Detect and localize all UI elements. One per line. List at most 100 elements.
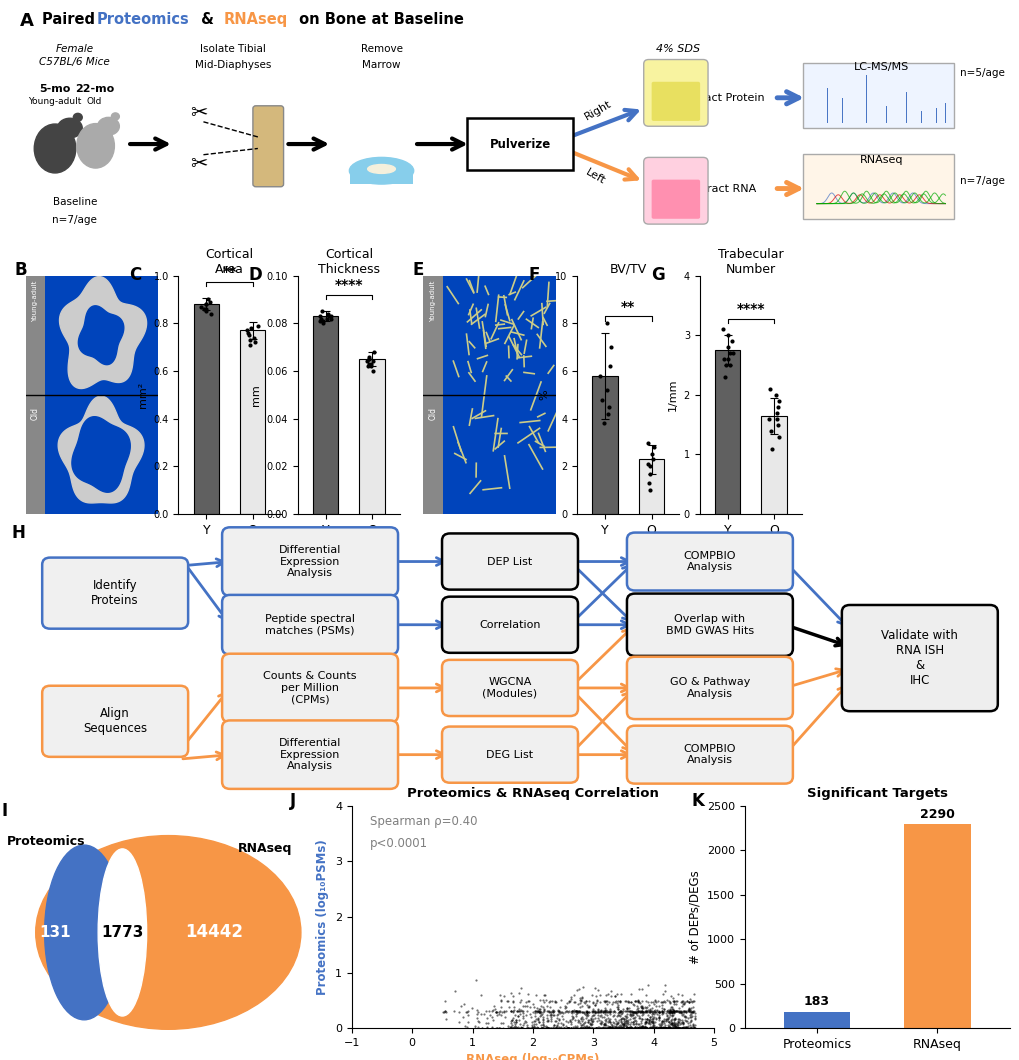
Point: [618, 1012, 634, 1029]
Point: [606, 988, 623, 1005]
Point: [520, 986, 536, 1003]
Point: [641, 1013, 657, 1030]
Point: [621, 1018, 637, 1035]
FancyBboxPatch shape: [802, 154, 954, 218]
Point: [632, 1002, 648, 1019]
Point: [632, 1004, 648, 1021]
Point: [661, 993, 678, 1010]
Point: [611, 1021, 628, 1038]
Point: [632, 997, 648, 1014]
Point: [579, 1011, 595, 1028]
Point: [608, 994, 625, 1011]
Point: [672, 1020, 688, 1037]
Point: [637, 1020, 653, 1037]
Point: [620, 1020, 636, 1037]
Point: [632, 1020, 648, 1037]
Point: [612, 1011, 629, 1028]
Point: [320, 305, 336, 322]
Point: [639, 976, 655, 993]
Point: [682, 1012, 698, 1029]
Point: [667, 1019, 684, 1036]
Point: [643, 1000, 659, 1017]
Point: [538, 1009, 554, 1026]
Point: [569, 1003, 585, 1020]
Point: [656, 1019, 673, 1036]
Point: [663, 1004, 680, 1021]
Point: [587, 1021, 603, 1038]
Point: [529, 1000, 545, 1017]
Point: [502, 1019, 519, 1036]
Text: Right: Right: [582, 99, 612, 122]
Point: [632, 1020, 648, 1037]
Point: [770, 392, 787, 409]
Point: [597, 1020, 613, 1037]
Point: [514, 1020, 530, 1037]
Point: [580, 1020, 596, 1037]
Point: [561, 1011, 578, 1028]
Point: [642, 1008, 658, 1025]
Point: [650, 1006, 666, 1023]
Point: [615, 1021, 632, 1038]
Point: [649, 1020, 665, 1037]
Text: n=7/age: n=7/age: [960, 176, 1004, 187]
Point: [547, 1019, 564, 1036]
Point: [473, 986, 489, 1003]
Point: [523, 1019, 539, 1036]
Point: [686, 1010, 702, 1027]
Point: [666, 1015, 683, 1032]
Point: [583, 1020, 599, 1037]
Point: [540, 1021, 556, 1038]
Point: [619, 1001, 635, 1018]
Point: [763, 440, 780, 457]
Point: [672, 1014, 688, 1031]
Point: [659, 1004, 676, 1021]
Point: [601, 1004, 618, 1021]
Point: [529, 1019, 545, 1036]
Point: [507, 1013, 524, 1030]
Point: [483, 1009, 499, 1026]
Point: [531, 1008, 547, 1025]
Point: [487, 1020, 503, 1037]
Point: [644, 1011, 660, 1028]
Point: [647, 1020, 663, 1037]
Point: [529, 1012, 545, 1029]
Point: [665, 1012, 682, 1029]
Point: [628, 1020, 644, 1037]
Point: [598, 1006, 614, 1023]
Point: [685, 1003, 701, 1020]
Point: [619, 1020, 635, 1037]
Point: [636, 999, 652, 1015]
Point: [518, 1013, 534, 1030]
FancyBboxPatch shape: [441, 659, 578, 717]
Point: [676, 1003, 692, 1020]
Point: [196, 301, 212, 318]
Point: [559, 1020, 576, 1037]
Point: [552, 1019, 569, 1036]
Point: [653, 1013, 669, 1030]
Point: [595, 1017, 611, 1034]
Point: [576, 1020, 592, 1037]
Point: [638, 1020, 654, 1037]
Point: [480, 1003, 496, 1020]
Point: [613, 1015, 630, 1032]
Point: [568, 1003, 584, 1020]
Point: [491, 1003, 507, 1020]
Point: [625, 995, 641, 1012]
Point: [535, 1003, 551, 1020]
Point: [672, 1020, 688, 1037]
Point: [560, 1003, 577, 1020]
Point: [632, 1003, 648, 1020]
Point: [632, 1003, 648, 1020]
Point: [651, 1015, 667, 1032]
Point: [669, 1020, 686, 1037]
Point: [651, 1020, 667, 1037]
Point: [578, 1008, 594, 1025]
Point: [643, 1007, 659, 1024]
Point: [658, 1003, 675, 1020]
Point: [671, 1003, 687, 1020]
Point: [660, 1019, 677, 1036]
Point: [623, 1019, 639, 1036]
Point: [510, 1002, 526, 1019]
Point: [671, 1020, 687, 1037]
Point: [666, 1017, 683, 1034]
